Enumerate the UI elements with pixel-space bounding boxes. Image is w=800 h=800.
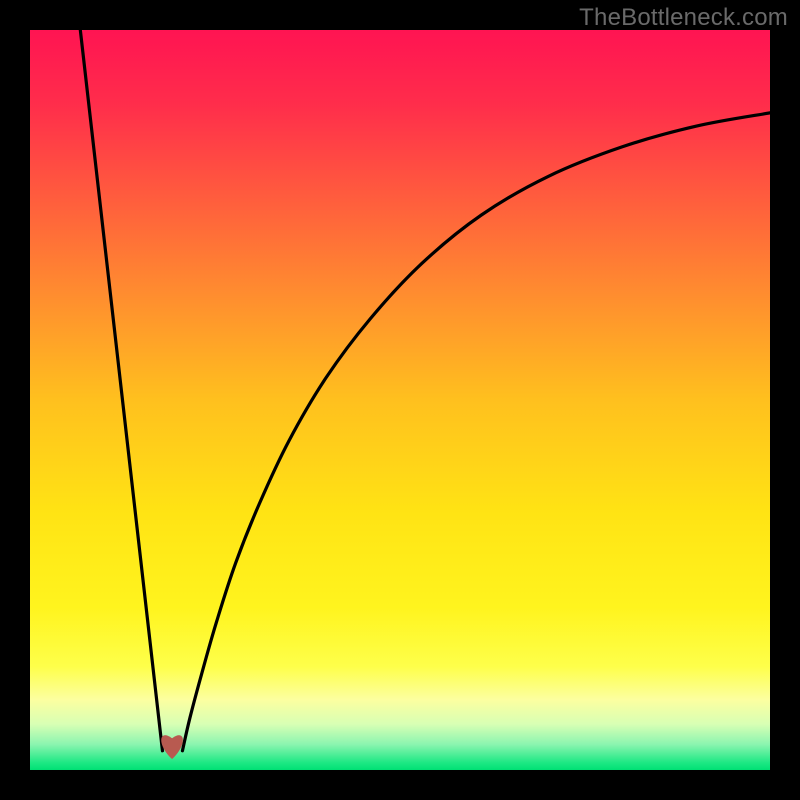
plot-area [30, 30, 770, 770]
watermark-text: TheBottleneck.com [579, 4, 788, 32]
chart-svg [30, 30, 770, 770]
chart-frame: TheBottleneck.com [0, 0, 800, 800]
chart-background [30, 30, 770, 770]
